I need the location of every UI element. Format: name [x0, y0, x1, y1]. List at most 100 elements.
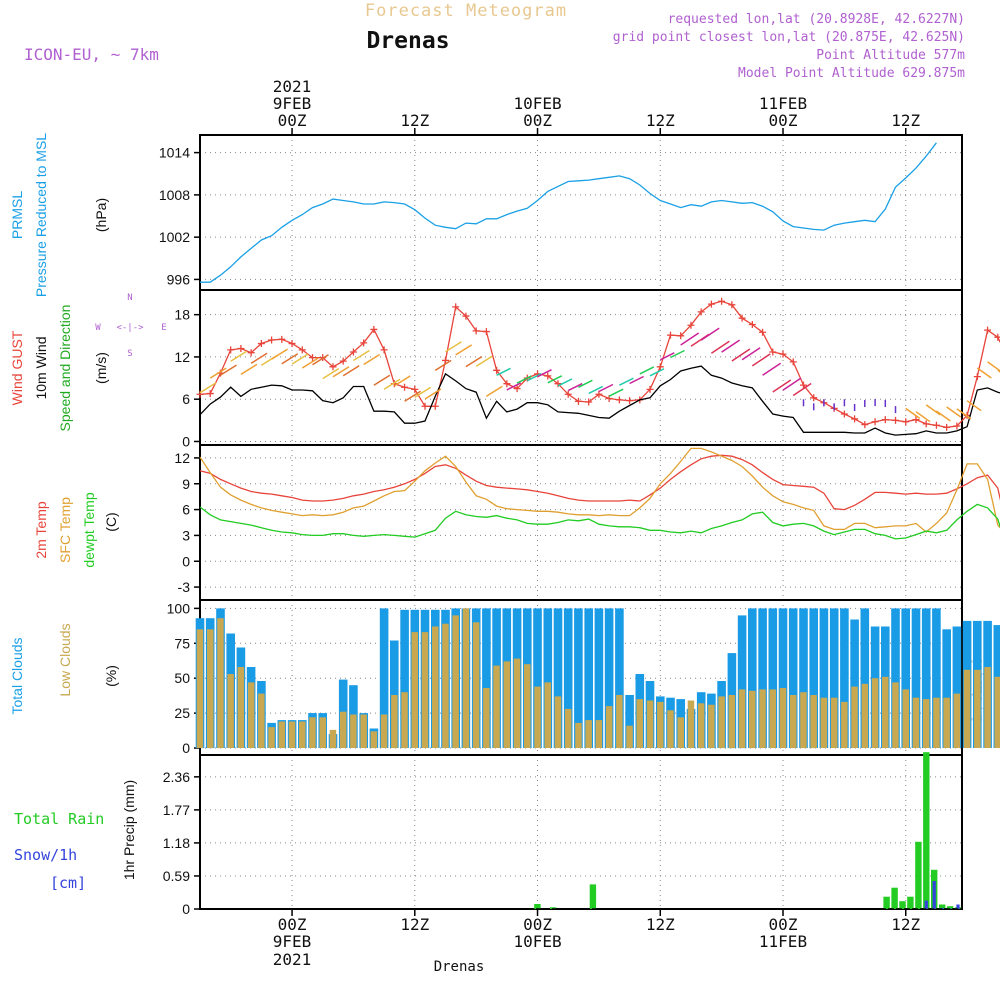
wind-arrow	[353, 349, 370, 362]
wind-arrow	[312, 354, 329, 366]
x-tick-label-hour: 12Z	[400, 111, 429, 130]
total-cloud-bar	[594, 608, 604, 748]
wind-arrow	[342, 365, 360, 377]
wind-arrow	[557, 378, 573, 387]
wind-arrow	[935, 410, 951, 422]
wind-arrow	[445, 341, 462, 353]
low-cloud-bar	[554, 696, 562, 749]
wind-arrow	[629, 375, 644, 385]
low-cloud-bar	[288, 721, 296, 748]
low-cloud-bar	[677, 717, 684, 748]
panel-frame	[199, 289, 963, 446]
wind-gust-marker	[462, 312, 470, 320]
wind-gust-marker	[697, 308, 705, 316]
wind-gust-marker	[493, 366, 501, 374]
low-cloud-bar	[329, 729, 337, 749]
wind-gust-label: Wind GUST	[9, 330, 25, 405]
low-cloud-bar	[585, 720, 592, 748]
wind-gust-marker	[421, 402, 429, 410]
low-cloud-bar	[493, 665, 500, 748]
wind-gust-marker	[278, 335, 286, 343]
wind-gust-marker	[799, 381, 807, 389]
plot-layer: 996100210081014061218-303691202550751000…	[159, 77, 1000, 969]
rain-bar	[923, 752, 930, 909]
rain-bar	[915, 841, 922, 909]
total-cloud-bar	[758, 608, 767, 748]
wind-arrow	[680, 332, 700, 346]
compass-s: S	[127, 349, 132, 359]
pressure-panel: 996 1002 1008 1014	[159, 134, 963, 291]
total-cloud-bar	[788, 608, 798, 748]
total-cloud-bar	[533, 608, 542, 748]
compass-e: E	[161, 323, 166, 333]
wind-panel: 0 6 12 18	[174, 289, 963, 449]
wind-arrow	[404, 390, 421, 402]
y-tick-label: 25	[174, 705, 190, 721]
wind-arrow	[731, 348, 751, 362]
wind-gust-marker	[677, 332, 685, 340]
total-cloud-bar	[911, 608, 921, 748]
low-cloud-bar	[841, 701, 848, 748]
y-tick-label: 0	[182, 901, 190, 917]
y-tick-label: 996	[167, 271, 191, 287]
wind-gust-marker	[840, 410, 848, 418]
wind-arrow	[332, 366, 350, 378]
location-title: Drenas	[366, 28, 449, 54]
wind-arrow	[230, 350, 248, 362]
rain-bar	[939, 904, 946, 909]
wind-gust-marker	[227, 346, 235, 354]
wind-gust-marker	[309, 354, 317, 362]
wind-gust-marker	[554, 380, 562, 388]
y-tick-label: 0	[182, 433, 190, 449]
low-cloud-bar	[820, 697, 828, 748]
y-tick-label: 2.36	[163, 769, 190, 785]
total-cloud-bar	[574, 608, 583, 748]
low-cloud-bar	[922, 699, 930, 748]
low-cloud-bar	[247, 682, 255, 748]
x-tick-label-date: 10FEB	[513, 94, 561, 113]
panel-frame	[199, 134, 963, 291]
precip-bars	[200, 752, 962, 910]
wind-gust-marker	[329, 363, 337, 371]
wind-arrow	[987, 361, 1000, 372]
wind-arrow	[762, 362, 782, 376]
total-cloud-bar	[942, 629, 951, 748]
wind-gust-marker	[257, 340, 265, 348]
wind-arrow	[547, 375, 563, 384]
cloud-unit: (%)	[103, 665, 119, 687]
wind-gust-marker	[892, 416, 900, 424]
prmsl-label: PRMSL	[9, 191, 25, 239]
prmsl-series	[200, 142, 937, 283]
low-cloud-bar	[472, 622, 480, 748]
prmsl-unit: (hPa)	[93, 198, 109, 232]
wind-gust-marker	[994, 333, 1000, 341]
low-cloud-bar	[564, 708, 572, 748]
x-tick-label-hour: 12Z	[891, 915, 920, 934]
temp-dew-label: dewpt Temp	[81, 492, 97, 567]
y-tick-label: 6	[182, 502, 190, 518]
snow-unit-label: [cm]	[50, 874, 86, 892]
low-cloud-bar	[963, 669, 971, 748]
temp-panel: -3 0 3 6 9 12	[174, 444, 963, 601]
total-cloud-bar	[563, 608, 573, 748]
wind-gust-marker	[881, 416, 889, 424]
x-tick-label-date: 9FEB	[273, 94, 312, 113]
panel-frame	[199, 444, 963, 601]
low-cloud-bar	[902, 689, 909, 748]
low-cloud-bar	[800, 692, 807, 749]
y-tick-label: 0.59	[163, 868, 190, 884]
total-cloud-bar	[625, 695, 634, 749]
snow-bar	[948, 908, 952, 909]
low-cloud-bar	[278, 721, 286, 748]
y-tick-label: 0	[182, 553, 190, 569]
wind-10m-series	[199, 365, 1000, 436]
total-cloud-bar	[840, 608, 849, 748]
wind-gust-marker	[626, 397, 634, 405]
wind-arrow	[516, 375, 532, 384]
total-cloud-bar	[553, 608, 563, 748]
low-cloud-bar	[790, 695, 797, 749]
wind-gust-marker	[728, 301, 736, 309]
low-cloud-bar	[237, 667, 245, 748]
wind-arrow	[209, 367, 227, 379]
